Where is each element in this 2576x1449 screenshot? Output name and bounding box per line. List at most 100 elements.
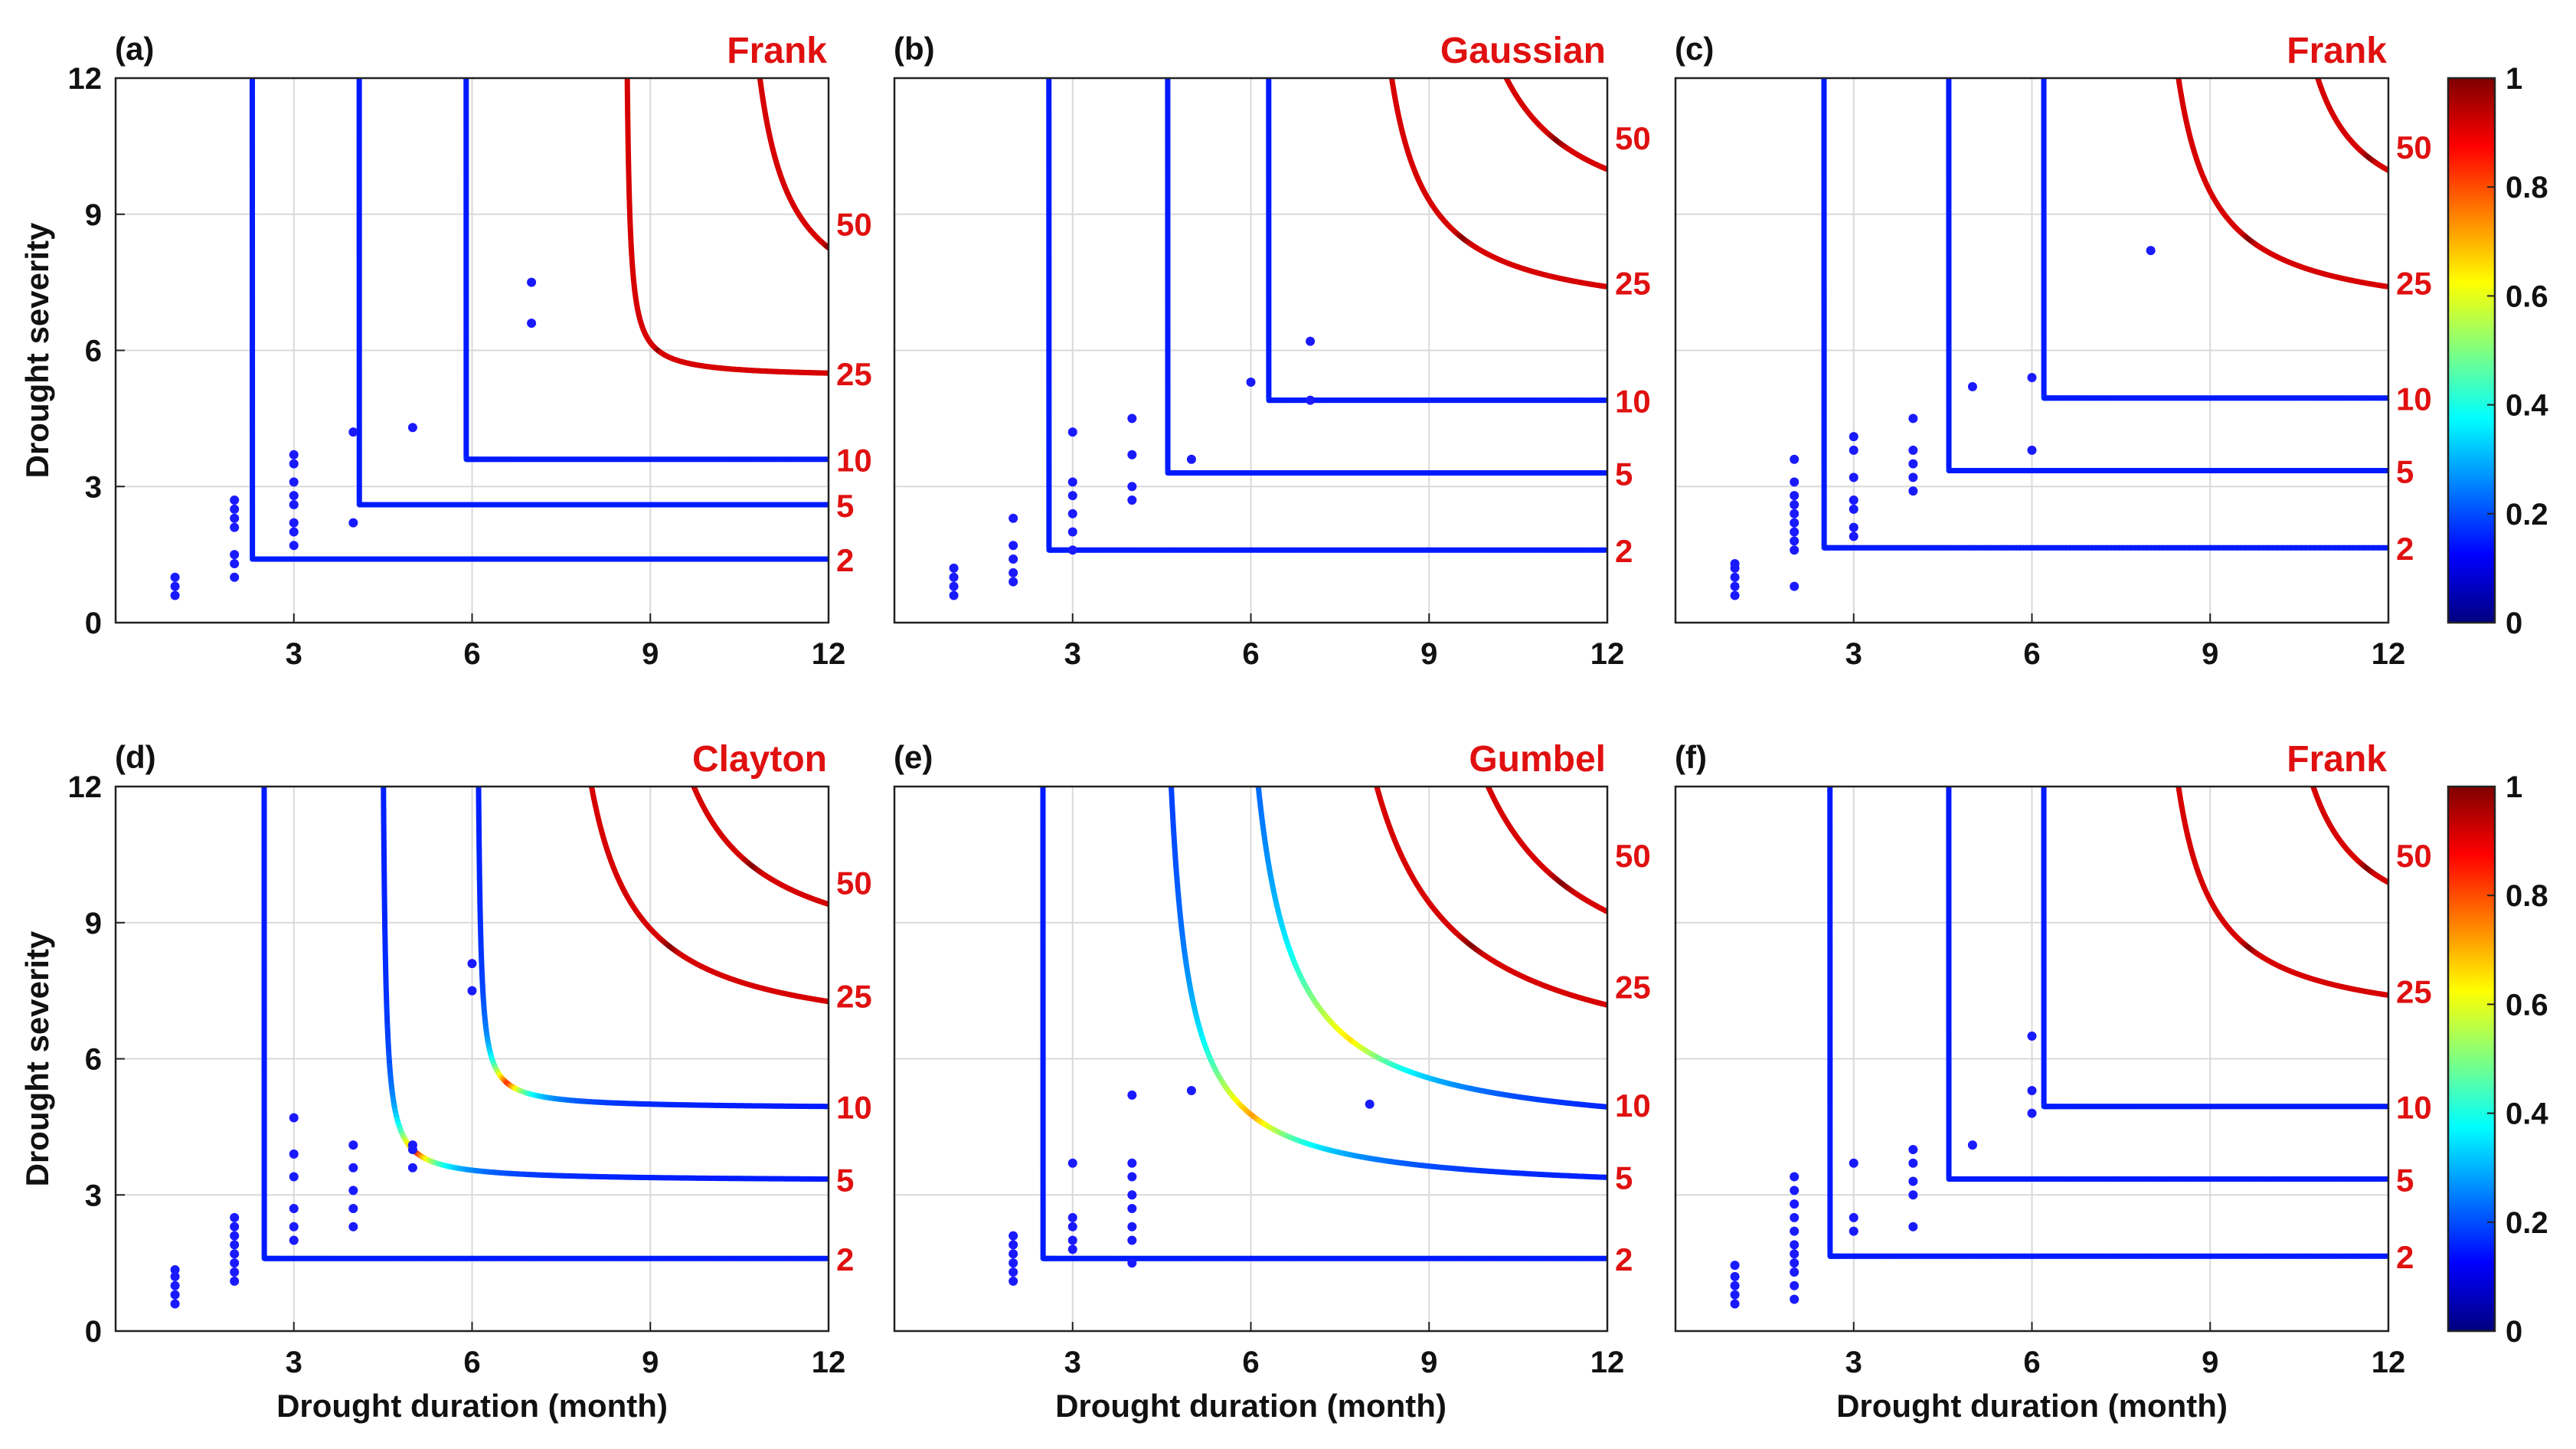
return-period-label: 25 <box>1615 266 1651 302</box>
observed-points <box>1008 1085 1375 1286</box>
data-point <box>1730 572 1740 582</box>
data-point <box>289 1235 299 1245</box>
data-point <box>230 1231 240 1241</box>
data-point <box>348 1204 358 1214</box>
return-period-curve-50 <box>757 78 829 251</box>
data-point <box>1849 522 1858 532</box>
data-point <box>1306 336 1316 346</box>
data-point <box>1908 486 1918 496</box>
data-point <box>1067 491 1077 501</box>
data-point <box>1967 381 1977 391</box>
data-point <box>407 1163 417 1173</box>
x-tick-label: 9 <box>2202 637 2218 671</box>
return-period-curves <box>1040 787 1607 1261</box>
data-point <box>1008 1249 1018 1259</box>
return-period-curve-5 <box>1946 78 2388 474</box>
data-point <box>1849 432 1858 442</box>
data-point <box>1127 1222 1137 1231</box>
return-period-curve-5 <box>1165 78 1607 476</box>
x-tick-label: 6 <box>1242 1346 1259 1379</box>
data-point <box>289 518 299 528</box>
data-point <box>170 581 180 591</box>
colorbar-tick-label: 1 <box>2506 770 2522 804</box>
y-tick-label: 3 <box>85 1179 102 1212</box>
x-tick-label: 9 <box>1420 637 1437 671</box>
data-point <box>949 581 959 591</box>
data-point <box>230 522 240 532</box>
return-period-label: 5 <box>2396 1163 2414 1199</box>
observed-points <box>170 277 537 600</box>
return-period-curve-2 <box>1040 787 1607 1261</box>
return-period-curve-2 <box>261 787 829 1261</box>
data-point <box>1008 554 1018 564</box>
return-period-curve-25 <box>2176 78 2388 289</box>
return-period-curve-50 <box>1503 78 1607 172</box>
x-tick-label: 9 <box>1420 1346 1437 1379</box>
data-point <box>1127 1235 1137 1245</box>
return-period-label: 10 <box>2396 381 2432 417</box>
data-point <box>1008 567 1018 577</box>
data-point <box>348 1163 358 1173</box>
return-period-curve-50 <box>1485 787 1607 914</box>
copula-name: Gumbel <box>1469 739 1606 780</box>
colorbar-tick-label: 0.4 <box>2506 389 2548 423</box>
return-period-label: 2 <box>1615 533 1633 569</box>
data-point <box>1790 1226 1800 1236</box>
data-point <box>1127 1090 1137 1100</box>
return-period-curve-2 <box>1046 78 1607 553</box>
data-point <box>1008 513 1018 523</box>
return-period-curves <box>1827 787 2388 1259</box>
return-period-curve-10 <box>1266 78 1607 404</box>
data-point <box>407 423 417 433</box>
data-point <box>1790 1281 1800 1290</box>
y-axis-label: Drought severity <box>19 931 55 1186</box>
observed-points <box>170 959 477 1309</box>
data-point <box>1790 509 1800 518</box>
panel-label: (b) <box>894 31 935 67</box>
return-period-label: 10 <box>836 443 872 479</box>
data-point <box>348 1186 358 1196</box>
data-point <box>1127 1258 1137 1268</box>
data-point <box>230 1258 240 1268</box>
data-point <box>230 550 240 560</box>
y-tick-label: 0 <box>85 1315 102 1349</box>
panel-label: (c) <box>1675 31 1714 67</box>
x-tick-label: 12 <box>812 637 846 671</box>
data-point <box>1790 536 1800 546</box>
data-point <box>289 491 299 501</box>
y-axis-label: Drought severity <box>19 222 55 478</box>
copula-name: Frank <box>727 31 827 71</box>
data-point <box>1790 1267 1800 1277</box>
data-point <box>1730 1261 1740 1271</box>
data-point <box>170 1265 180 1275</box>
y-tick-label: 12 <box>68 62 103 96</box>
data-point <box>1908 473 1918 482</box>
data-point <box>289 1149 299 1159</box>
data-point <box>1730 590 1740 600</box>
data-point <box>289 450 299 460</box>
return-period-curve-25 <box>1388 78 1607 289</box>
data-point <box>230 496 240 505</box>
data-point <box>1908 445 1918 455</box>
return-period-curve-10 <box>1255 787 1607 1110</box>
data-point <box>1306 395 1316 405</box>
data-point <box>1067 527 1077 537</box>
colorbar-tick-label: 0.6 <box>2506 280 2548 313</box>
x-tick-label: 12 <box>1590 637 1625 671</box>
data-point <box>1730 1290 1740 1300</box>
data-point <box>527 277 537 287</box>
return-period-curves <box>1046 78 1607 553</box>
data-point <box>1790 1240 1800 1250</box>
data-point <box>1067 545 1077 555</box>
return-period-label: 25 <box>2396 974 2432 1010</box>
return-period-curve-50 <box>2310 787 2388 885</box>
return-period-label: 50 <box>1615 120 1651 156</box>
colorbars: 0 0.2 0.4 0.6 0.8 1 0 0.2 0.4 0.6 0.8 1 <box>2447 62 2548 1349</box>
colorbar-gradient <box>2447 77 2496 624</box>
x-tick-label: 12 <box>1590 1346 1625 1379</box>
data-point <box>1730 581 1740 591</box>
colorbar-gradient <box>2447 785 2496 1333</box>
data-point <box>1849 1212 1858 1222</box>
data-point <box>230 504 240 514</box>
